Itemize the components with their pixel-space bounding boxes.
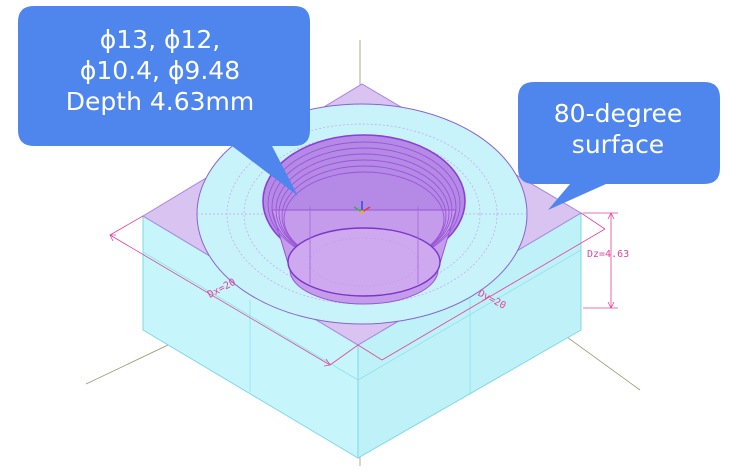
callout-left-bubble	[18, 6, 310, 196]
callout-right-line: 80-degree	[553, 99, 683, 128]
callout-right-text: 80-degree surface	[518, 98, 718, 160]
pocket-floor	[287, 227, 441, 297]
callout-left-line: Depth 4.63mm	[65, 87, 255, 116]
callout-left-text: ϕ13, ϕ12, ϕ10.4, ϕ9.48 Depth 4.63mm	[18, 24, 302, 117]
dimension-dy	[357, 212, 606, 361]
callout-right-bubble	[518, 82, 720, 210]
dimension-dz	[583, 212, 618, 309]
dimension-dx	[109, 215, 359, 367]
dimension-label-dz: Dz=4.63	[587, 249, 630, 260]
callout-left-line: ϕ13, ϕ12,	[99, 25, 221, 54]
callout-right-line: surface	[571, 130, 665, 159]
origin-marker-icon	[353, 201, 371, 214]
block-hidden-lines	[142, 249, 582, 395]
callout-left-line: ϕ10.4, ϕ9.48	[79, 56, 241, 85]
